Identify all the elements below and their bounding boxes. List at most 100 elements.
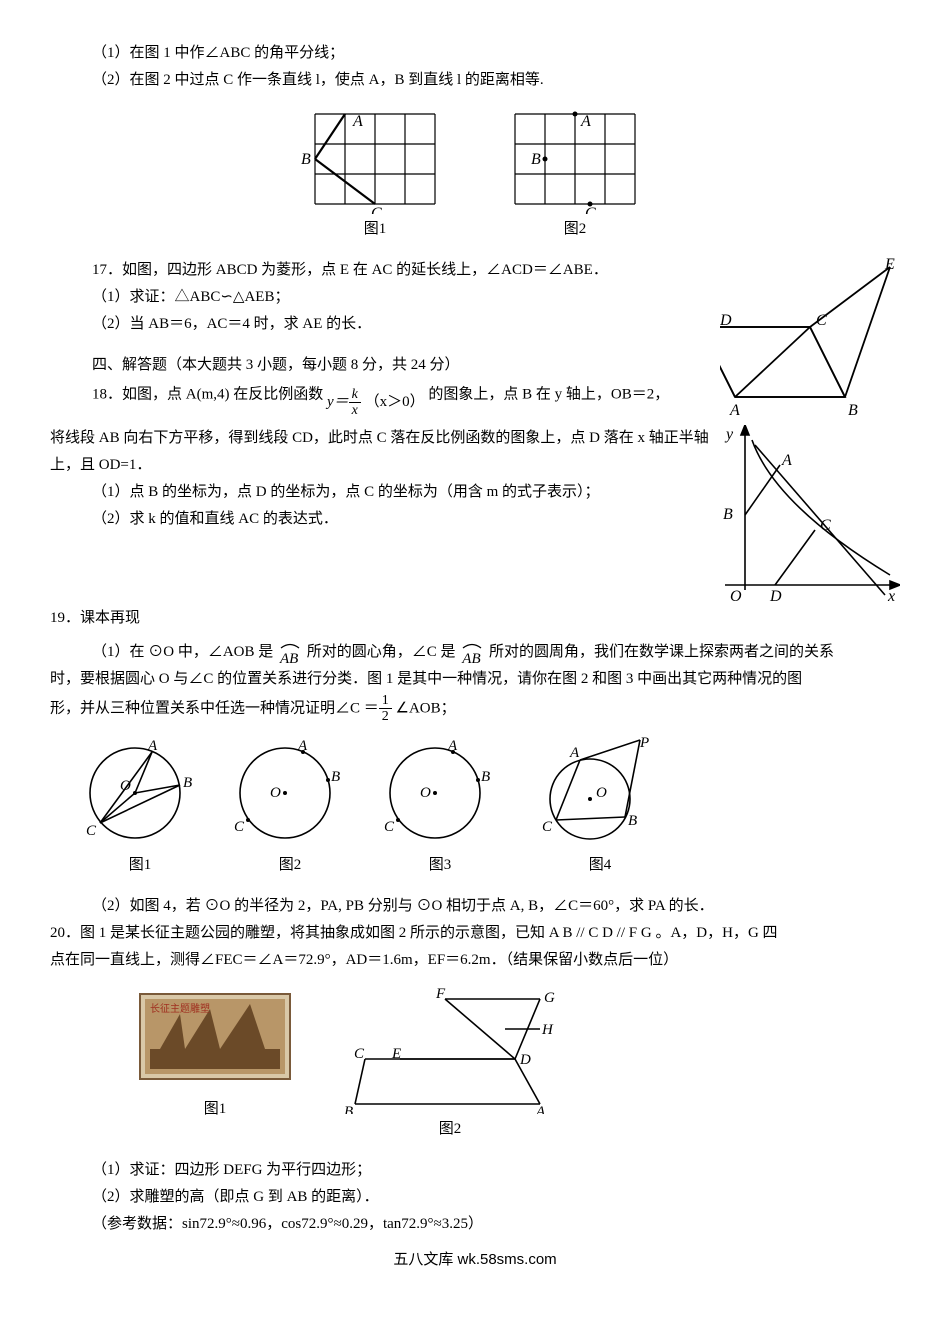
lbl-O: O <box>730 588 742 605</box>
q18-formula: y＝kx （x＞0） <box>327 394 428 410</box>
lbl-A: A <box>535 1104 546 1114</box>
q19-p1e: 形，并从三种位置关系中任选一种情况证明∠C ＝ <box>50 700 379 716</box>
lbl-C: C <box>354 1046 365 1062</box>
q20-fig2cap: 图2 <box>340 1116 560 1143</box>
q19-p1ef: 形，并从三种位置关系中任选一种情况证明∠C ＝12 ∠AOB； <box>50 693 900 725</box>
q17-text: 17．如图，四边形 ABCD 为菱形，点 E 在 AC 的延长线上，∠ACD＝∠… <box>50 257 720 284</box>
den2: 2 <box>379 709 392 724</box>
label-A: A <box>580 113 591 130</box>
lbl-C: C <box>816 312 827 329</box>
label-B: B <box>301 151 311 168</box>
lbl-y: y <box>724 426 734 443</box>
grid-svg-1: A B C <box>295 104 455 214</box>
lbl-H: H <box>541 1022 554 1038</box>
lbl-A: A <box>147 738 158 754</box>
lbl-P: P <box>639 735 649 751</box>
q17-figure: A B C D D E <box>720 257 900 417</box>
lbl-E: E <box>391 1046 401 1062</box>
q19-p1a: （1）在 ⊙O 中，∠AOB 是 <box>92 644 277 660</box>
lbl-C: C <box>384 819 395 835</box>
q18-text-b: 的图象上，点 B 在 y 轴上，OB＝2， <box>428 386 669 402</box>
lbl-C: C <box>542 819 553 835</box>
q20-figures: 长征主题雕塑 图1 A B C D <box>130 984 900 1143</box>
lbl-B: B <box>331 769 340 785</box>
q16-fig2-caption: 图2 <box>495 216 655 243</box>
q18-text-c: 将线段 AB 向右下方平移，得到线段 CD，此时点 C 落在反比例函数的图象上，… <box>50 425 720 479</box>
lbl-O: O <box>596 785 607 801</box>
q17-part1: （1）求证：△ABC∽△AEB； <box>50 284 720 311</box>
lbl-O: O <box>270 785 281 801</box>
q18-line1: 18．如图，点 A(m,4) 在反比例函数 y＝kx （x＞0） 的图象上，点 … <box>50 379 720 411</box>
q20-text-a: 20．图 1 是某长征主题公园的雕塑，将其抽象成如图 2 所示的示意图，已知 A… <box>50 920 900 947</box>
lbl-A: A <box>297 738 308 754</box>
lbl-D: D <box>519 1052 531 1068</box>
q19-fig2cap: 图2 <box>230 852 350 879</box>
frac-x: x <box>349 403 361 418</box>
lbl-B: B <box>628 813 637 829</box>
q20-fig1cap: 图1 <box>130 1096 300 1123</box>
lbl-A: A <box>781 452 792 469</box>
frac-k: k <box>349 387 361 403</box>
q20-text-b: 点在同一直线上，测得∠FEC＝∠A＝72.9°，AD＝1.6m，EF＝6.2m．… <box>50 947 900 974</box>
lbl-C: C <box>86 823 97 839</box>
lbl-D: D <box>769 588 782 605</box>
lbl-B: B <box>723 506 733 523</box>
q20-fig2: A B C D E F G H 图2 <box>340 984 560 1143</box>
lbl-B: B <box>183 775 192 791</box>
lbl-E: E <box>884 257 895 273</box>
lbl-F: F <box>435 986 446 1002</box>
q19-p2: （2）如图 4，若 ⊙O 的半径为 2，PA, PB 分别与 ⊙O 相切于点 A… <box>50 893 900 920</box>
q18-figure: B A C D O x y <box>720 425 900 605</box>
q17-part2: （2）当 AB＝6，AC＝4 时，求 AE 的长． <box>50 311 720 338</box>
label-C: C <box>371 205 382 214</box>
q19-fig4: O A B C P 图4 <box>530 735 670 879</box>
arc-ab-1: AB <box>280 646 298 673</box>
q16-part2: （2）在图 2 中过点 C 作一条直线 l，使点 A，B 到直线 l 的距离相等… <box>50 67 900 94</box>
lbl-D2: D <box>720 312 732 329</box>
q16-fig1-caption: 图1 <box>295 216 455 243</box>
q19-fig1cap: 图1 <box>80 852 200 879</box>
q18-part1: （1）点 B 的坐标为，点 D 的坐标为，点 C 的坐标为（用含 m 的式子表示… <box>50 479 720 506</box>
frac-cond: （x＞0） <box>365 394 425 410</box>
lbl-A: A <box>447 738 458 754</box>
lbl-B: B <box>344 1104 353 1114</box>
q20-part2: （2）求雕塑的高（即点 G 到 AB 的距离）． <box>50 1184 900 1211</box>
num1: 1 <box>379 693 392 709</box>
q19-text: 19．课本再现 <box>50 605 900 632</box>
lbl-x: x <box>887 588 895 605</box>
q19-figures: O A B C 图1 O A B C 图2 <box>80 735 900 879</box>
label-A: A <box>352 113 363 130</box>
q18-part2: （2）求 k 的值和直线 AC 的表达式． <box>50 506 720 533</box>
q16-part1: （1）在图 1 中作∠ABC 的角平分线； <box>50 40 900 67</box>
q19-fig1: O A B C 图1 <box>80 735 200 879</box>
lbl-O: O <box>120 778 131 794</box>
q20-part1: （1）求证：四边形 DEFG 为平行四边形； <box>50 1157 900 1184</box>
lbl-B: B <box>848 402 858 417</box>
label-C: C <box>585 205 596 214</box>
q19-fig3: O A B C 图3 <box>380 735 500 879</box>
lbl-A: A <box>729 402 740 417</box>
label-B: B <box>531 151 541 168</box>
q18-text-a: 18．如图，点 A(m,4) 在反比例函数 <box>92 386 327 402</box>
page-footer: 五八文库 wk.58sms.com <box>50 1246 900 1273</box>
q19-p1c: 所对的圆周角，我们在数学课上探索两者之间的关系 <box>485 644 834 660</box>
q19-p1f: ∠AOB； <box>392 700 456 716</box>
lbl-O: O <box>420 785 431 801</box>
q20-ref: （参考数据：sin72.9°≈0.96，cos72.9°≈0.29，tan72.… <box>50 1211 900 1238</box>
q16-fig1: A B C 图1 <box>295 104 455 243</box>
q19-p1: （1）在 ⊙O 中，∠AOB 是 AB 所对的圆心角，∠C 是 AB 所对的圆周… <box>50 632 900 666</box>
section4: 四、解答题（本大题共 3 小题，每小题 8 分，共 24 分） <box>50 352 720 379</box>
lbl-G: G <box>544 990 555 1006</box>
lbl-A: A <box>569 745 580 761</box>
q20-fig1: 长征主题雕塑 图1 <box>130 984 300 1143</box>
q16-figures: A B C 图1 A B C 图2 <box>50 104 900 243</box>
q16-fig2: A B C 图2 <box>495 104 655 243</box>
grid-svg-2: A B C <box>495 104 655 214</box>
lbl-C: C <box>820 517 831 534</box>
lbl-C: C <box>234 819 245 835</box>
arc-ab-2: AB <box>462 646 480 673</box>
lbl-B: B <box>481 769 490 785</box>
q19-p1b: 所对的圆心角，∠C 是 <box>303 644 459 660</box>
frac-y: y＝ <box>327 394 349 410</box>
q19-fig3cap: 图3 <box>380 852 500 879</box>
